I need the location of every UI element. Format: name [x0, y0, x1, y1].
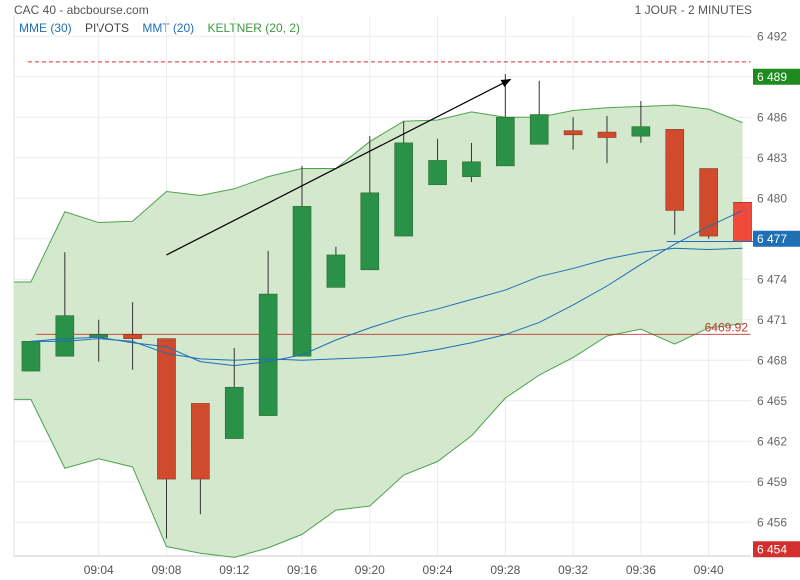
legend-keltner[interactable]: KELTNER (20, 2)	[207, 21, 300, 35]
chart-period: 1 JOUR - 2 MINUTES	[634, 3, 752, 17]
y-tick-label: 6 456	[757, 515, 787, 529]
candle-body	[733, 202, 752, 242]
candle-body	[224, 386, 244, 439]
x-tick-label: 09:36	[626, 563, 656, 577]
candle-body	[597, 131, 617, 138]
trend-arrow	[166, 78, 512, 256]
x-tick-label: 09:24	[423, 563, 453, 577]
mme-30-line	[30, 247, 743, 367]
price-marker-current-bg	[753, 230, 800, 247]
candle-body	[191, 403, 210, 480]
x-tick-label: 09:40	[694, 563, 724, 577]
x-tick-label: 09:32	[558, 563, 588, 577]
candle-body	[360, 192, 380, 271]
candle-body	[428, 160, 447, 186]
candle-body	[157, 338, 176, 480]
mmt-20-line	[30, 209, 743, 361]
price-marker-current: 6 477	[757, 232, 787, 246]
candle-body	[665, 129, 685, 211]
y-tick-label: 6 465	[757, 394, 787, 408]
candle-body	[631, 126, 651, 137]
x-tick-label: 09:28	[490, 563, 520, 577]
candle-body	[496, 116, 515, 167]
indicator-legend: MME (30) PIVOTS MMT (20) KELTNER (20, 2)	[19, 21, 310, 35]
candle-body	[462, 161, 481, 177]
y-tick-label: 6 459	[757, 475, 787, 489]
x-tick-label: 09:12	[219, 563, 249, 577]
price-marker-low-bg	[753, 541, 800, 558]
x-tick-label: 09:08	[151, 563, 181, 577]
y-tick-label: 6 471	[757, 313, 787, 327]
candle-body	[563, 130, 583, 136]
candle-body	[326, 254, 346, 288]
y-tick-label: 6 474	[757, 272, 787, 286]
candle-body	[123, 334, 142, 339]
y-tick-label: 6 483	[757, 151, 787, 165]
price-marker-high-bg	[753, 68, 800, 85]
y-tick-label: 6 486	[757, 110, 787, 124]
x-tick-label: 09:20	[355, 563, 385, 577]
y-tick-label: 6 462	[757, 434, 787, 448]
legend-pivots[interactable]: PIVOTS	[85, 21, 130, 35]
price-marker-low: 6 454	[757, 542, 787, 556]
support-label: 6469.92	[705, 320, 749, 334]
y-tick-label: 6 480	[757, 191, 787, 205]
candle-body	[699, 168, 718, 237]
y-tick-label: 6 468	[757, 353, 787, 367]
legend-mme[interactable]: MME (30)	[19, 21, 72, 35]
candle-body	[21, 341, 41, 372]
y-tick-label: 6 492	[757, 29, 787, 43]
price-marker-high: 6 489	[757, 70, 787, 84]
candle-body	[292, 206, 312, 357]
candle-body	[394, 142, 413, 237]
candle-body	[55, 315, 75, 357]
candle-body	[529, 114, 549, 145]
x-tick-label: 09:04	[84, 563, 114, 577]
legend-mmt[interactable]: MMT (20)	[142, 21, 195, 35]
candle-body	[258, 293, 278, 416]
keltner-lower-line	[14, 323, 743, 558]
chart-title: CAC 40 - abcbourse.com	[14, 3, 149, 17]
x-tick-label: 09:16	[287, 563, 317, 577]
